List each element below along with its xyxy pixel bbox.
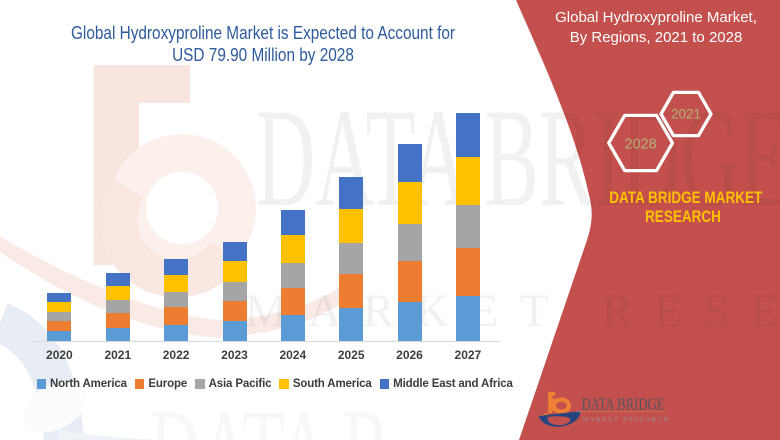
svg-text:2028: 2028 [624, 137, 656, 153]
svg-text:2021: 2021 [671, 107, 701, 122]
svg-text:DATA BRIDGE: DATA BRIDGE [582, 394, 665, 413]
svg-text:MARKET RESEARCH: MARKET RESEARCH [583, 416, 671, 423]
svg-text:DATA BRIDGE: DATA BRIDGE [150, 385, 600, 440]
